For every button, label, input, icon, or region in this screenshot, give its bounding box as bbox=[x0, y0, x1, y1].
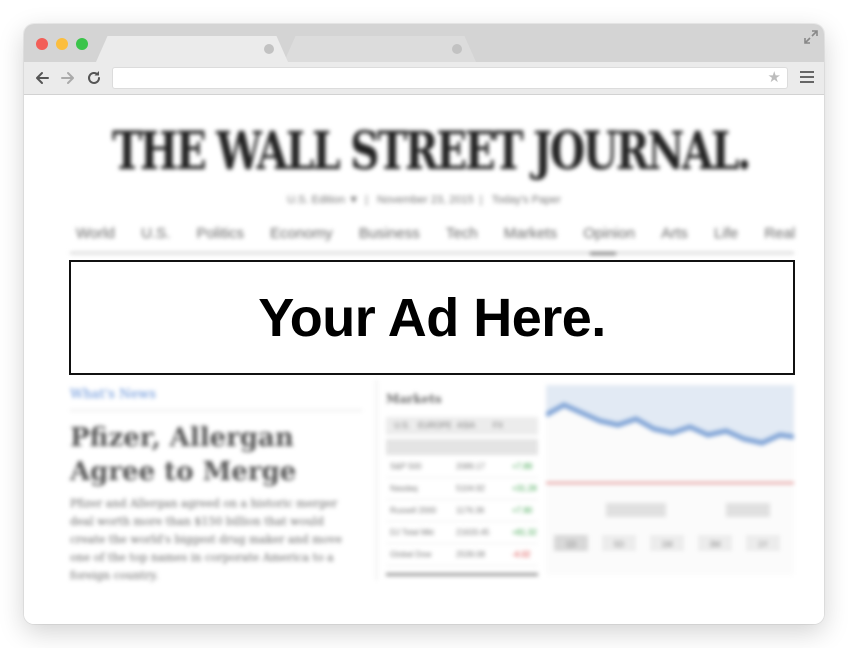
markets-row[interactable]: Russell 2000 1176.36 +7.90 bbox=[386, 501, 538, 522]
lead-story-summary: Pfizer and Allergan agreed on a historic… bbox=[70, 497, 342, 582]
menu-icon[interactable] bbox=[800, 71, 814, 83]
edition-bar: U.S. Edition ▼ | November 23, 2015 | Today… bbox=[287, 194, 561, 206]
markets-tab-europe[interactable]: EUROPE bbox=[418, 421, 452, 430]
lead-headline[interactable]: Pfizer, Allergan Agree to Merge bbox=[70, 423, 297, 487]
edition-selector[interactable]: U.S. Edition ▼ bbox=[287, 194, 360, 206]
markets-row-value: 2089.17 bbox=[456, 462, 485, 471]
masthead[interactable]: THE WALL STREET JOURNAL. bbox=[112, 121, 751, 182]
chart-range-tab-label: 5D bbox=[614, 540, 624, 549]
browser-toolbar: ★ bbox=[24, 62, 824, 95]
blurred-page-content: THE WALL STREET JOURNAL. U.S. Edition ▼ |… bbox=[24, 95, 824, 624]
nav-item-markets[interactable]: Markets bbox=[503, 225, 558, 242]
markets-row-change: +7.90 bbox=[512, 506, 533, 515]
chart-label-left bbox=[606, 503, 666, 517]
nav-item-economy[interactable]: Economy bbox=[270, 225, 333, 242]
nav-divider bbox=[70, 252, 794, 254]
chart-range-tab-label: 1M bbox=[661, 540, 672, 549]
markets-row-change: +81.32 bbox=[512, 528, 537, 537]
markets-row-name: Russell 2000 bbox=[390, 506, 437, 515]
ad-text: Your Ad Here. bbox=[258, 287, 606, 348]
markets-row[interactable]: Global Dow 2539.08 -4.02 bbox=[386, 545, 538, 566]
whats-news-divider bbox=[70, 410, 362, 411]
chart-range-tab[interactable]: 1D bbox=[554, 535, 588, 551]
forward-arrow-icon[interactable] bbox=[58, 68, 78, 88]
markets-table-header bbox=[386, 439, 538, 455]
edition-date: November 23, 2015 bbox=[377, 194, 474, 206]
tab-close-icon[interactable] bbox=[452, 44, 462, 54]
tab-close-icon[interactable] bbox=[264, 44, 274, 54]
chart-range-tabs: 1D 5D 1M 3M 1Y bbox=[554, 535, 780, 551]
nav-item-real-estate[interactable]: Real Estate bbox=[764, 225, 796, 242]
markets-row-change: +7.89 bbox=[512, 462, 533, 471]
chart-label-right bbox=[726, 503, 770, 517]
ad-placeholder[interactable]: Your Ad Here. bbox=[69, 260, 795, 375]
markets-tab-fx[interactable]: FX bbox=[492, 421, 504, 430]
market-chart[interactable]: 1D 5D 1M 3M 1Y bbox=[546, 385, 794, 575]
whats-news-label[interactable]: What's News bbox=[70, 387, 156, 402]
todays-paper-link[interactable]: Today's Paper bbox=[491, 194, 561, 206]
chart-range-tab-label: 1Y bbox=[758, 540, 768, 549]
back-arrow-icon[interactable] bbox=[32, 68, 52, 88]
page-viewport: THE WALL STREET JOURNAL. U.S. Edition ▼ |… bbox=[24, 95, 824, 624]
close-window-button[interactable] bbox=[36, 38, 48, 50]
markets-title[interactable]: Markets bbox=[386, 392, 442, 406]
markets-row-value: 5104.92 bbox=[456, 484, 485, 493]
section-nav: World U.S. Politics Economy Business Tec… bbox=[76, 225, 796, 242]
chart-area-fill bbox=[546, 385, 794, 443]
nav-active-indicator bbox=[590, 252, 616, 255]
markets-row[interactable]: DJ Total Mkt 21633.45 +81.32 bbox=[386, 523, 538, 544]
markets-tabs: U.S. EUROPE ASIA FX bbox=[386, 417, 538, 435]
tab-bar bbox=[24, 24, 824, 62]
nav-item-arts[interactable]: Arts bbox=[661, 225, 688, 242]
markets-row-name: S&P 500 bbox=[390, 462, 422, 471]
markets-row-name: Global Dow bbox=[390, 550, 432, 559]
minimize-window-button[interactable] bbox=[56, 38, 68, 50]
chart-range-tab-label: 3M bbox=[709, 540, 720, 549]
markets-row-name: Nasdaq bbox=[390, 484, 418, 493]
markets-row-value: 2539.08 bbox=[456, 550, 485, 559]
chart-line bbox=[546, 402, 794, 446]
chart-range-tab-label: 1D bbox=[566, 540, 576, 549]
markets-row[interactable]: S&P 500 2089.17 +7.89 bbox=[386, 457, 538, 478]
markets-table-footer bbox=[386, 573, 538, 576]
tab-active[interactable] bbox=[96, 36, 288, 62]
bookmark-star-icon[interactable]: ★ bbox=[767, 69, 781, 86]
markets-tab-us[interactable]: U.S. bbox=[394, 421, 410, 430]
chart-range-tab[interactable]: 1Y bbox=[746, 535, 780, 551]
markets-row-value: 21633.45 bbox=[456, 528, 490, 537]
address-bar[interactable]: ★ bbox=[112, 67, 788, 89]
chart-range-tab[interactable]: 1M bbox=[650, 535, 684, 551]
nav-item-us[interactable]: U.S. bbox=[141, 225, 171, 242]
chart-range-tab[interactable]: 3M bbox=[698, 535, 732, 551]
column-divider bbox=[376, 380, 377, 580]
nav-item-business[interactable]: Business bbox=[358, 225, 420, 242]
nav-item-life[interactable]: Life bbox=[713, 225, 739, 242]
nav-item-politics[interactable]: Politics bbox=[196, 225, 244, 242]
markets-row[interactable]: Nasdaq 5104.92 +31.28 bbox=[386, 479, 538, 500]
fullscreen-icon[interactable] bbox=[804, 30, 818, 44]
markets-row-change: -4.02 bbox=[512, 550, 531, 559]
nav-item-tech[interactable]: Tech bbox=[445, 225, 478, 242]
markets-tab-asia[interactable]: ASIA bbox=[456, 421, 476, 430]
tab-inactive[interactable] bbox=[284, 36, 476, 62]
nav-item-opinion[interactable]: Opinion bbox=[583, 225, 635, 242]
markets-row-change: +31.28 bbox=[512, 484, 537, 493]
maximize-window-button[interactable] bbox=[76, 38, 88, 50]
nav-item-world[interactable]: World bbox=[76, 225, 115, 242]
markets-row-name: DJ Total Mkt bbox=[390, 528, 434, 537]
browser-window: ★ THE WALL STREET JOURNAL. U.S. Edition … bbox=[24, 24, 824, 624]
chart-range-tab[interactable]: 5D bbox=[602, 535, 636, 551]
markets-row-value: 1176.36 bbox=[456, 506, 485, 515]
reload-icon[interactable] bbox=[84, 68, 104, 88]
